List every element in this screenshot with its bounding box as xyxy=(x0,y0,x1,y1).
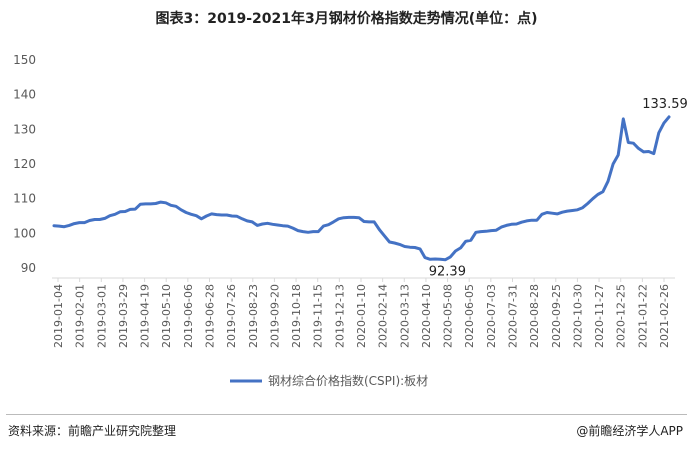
y-tick-label: 140 xyxy=(13,88,36,102)
legend-label: 钢材综合价格指数(CSPI):板材 xyxy=(268,373,428,388)
source-note: 资料来源：前瞻产业研究院整理 xyxy=(8,424,177,438)
x-tick-label: 2020-09-25 xyxy=(550,284,563,348)
x-tick-label: 2019-04-19 xyxy=(139,284,152,348)
x-tick-label: 2020-12-25 xyxy=(615,284,628,348)
x-tick-label: 2020-03-13 xyxy=(398,284,411,348)
x-tick-label: 2020-07-31 xyxy=(507,284,520,348)
y-tick-label: 150 xyxy=(13,53,36,67)
y-tick-label: 110 xyxy=(13,192,36,206)
x-tick-label: 2019-12-13 xyxy=(333,284,346,348)
x-tick-label: 2019-06-06 xyxy=(182,284,195,348)
annotation-layer: 92.39 133.59 xyxy=(429,97,688,280)
x-tick-label: 2019-01-04 xyxy=(52,284,65,348)
y-tick-label: 130 xyxy=(13,122,36,136)
annotation-min-label: 92.39 xyxy=(429,265,466,280)
x-tick-label: 2020-07-03 xyxy=(485,284,498,348)
y-tick-label: 100 xyxy=(13,226,36,240)
x-tick-label: 2021-01-22 xyxy=(636,284,649,348)
x-tick-label: 2019-08-23 xyxy=(247,284,260,348)
y-tick-label: 90 xyxy=(21,261,36,275)
series-layer xyxy=(52,115,671,262)
x-tick-label: 2020-04-10 xyxy=(420,284,433,348)
x-tick-label: 2020-02-14 xyxy=(377,284,390,348)
x-tick-label: 2020-08-28 xyxy=(528,284,541,348)
series-line xyxy=(52,115,671,262)
x-tick-label: 2020-11-27 xyxy=(593,284,606,348)
chart-title: 图表3：2019-2021年3月钢材价格指数走势情况(单位：点) xyxy=(155,11,538,27)
annotation-last-label: 133.59 xyxy=(642,97,688,112)
x-tick-label: 2019-05-10 xyxy=(160,284,173,348)
credit-note: @前瞻经济学人APP xyxy=(576,424,683,438)
x-axis: 2019-01-04 2019-02-01 2019-03-01 2019-03-29… xyxy=(52,277,675,348)
x-tick-label: 2019-06-28 xyxy=(204,284,217,348)
footer-divider xyxy=(6,414,687,415)
x-tick-label: 2021-02-26 xyxy=(658,284,671,348)
x-tick-label: 2019-03-01 xyxy=(95,284,108,348)
x-tick-label: 2019-03-29 xyxy=(117,284,130,348)
x-tick-label: 2020-01-10 xyxy=(355,284,368,348)
x-tick-label: 2019-02-01 xyxy=(74,284,87,348)
legend: 钢材综合价格指数(CSPI):板材 xyxy=(230,373,428,388)
x-tick-label: 2019-09-20 xyxy=(268,284,281,348)
y-tick-label: 120 xyxy=(13,157,36,171)
x-tick-label: 2020-05-08 xyxy=(442,284,455,348)
x-tick-label: 2019-07-26 xyxy=(225,284,238,348)
x-tick-label: 2019-10-18 xyxy=(290,284,303,348)
x-tick-label: 2020-06-05 xyxy=(463,284,476,348)
y-axis: 90 100 110 120 130 140 150 xyxy=(13,53,36,275)
x-tick-label: 2019-11-15 xyxy=(312,284,325,348)
x-tick-label: 2020-10-30 xyxy=(571,284,584,348)
